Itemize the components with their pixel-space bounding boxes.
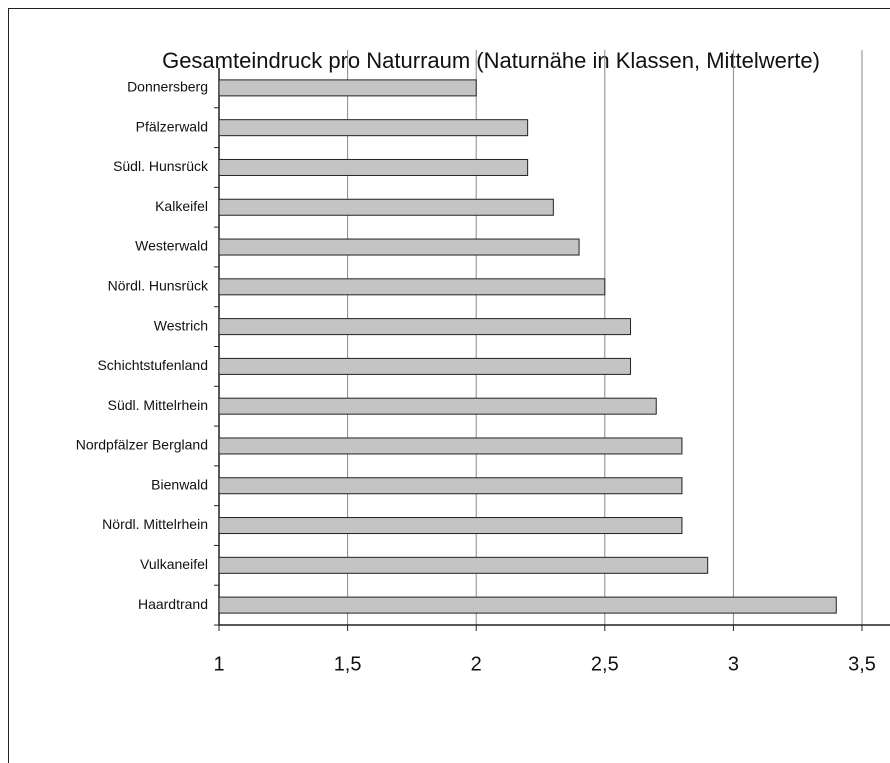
chart-title: Gesamteindruck pro Naturraum (Naturnähe … — [162, 48, 820, 73]
bar — [218, 397, 657, 415]
bar — [218, 278, 606, 296]
y-tick-label: Pfälzerwald — [136, 118, 208, 134]
x-tick-label: 1,5 — [334, 653, 362, 675]
y-tick-label: Kalkeifel — [155, 198, 208, 214]
y-tick-label: Westerwald — [135, 238, 208, 254]
y-tick-label: Nördl. Hunsrück — [108, 278, 209, 294]
bar — [218, 119, 529, 137]
x-tick-label: 3,5 — [848, 653, 876, 675]
x-tick-label: 3 — [728, 653, 739, 675]
y-tick-label: Donnersberg — [127, 79, 208, 95]
bar — [218, 357, 632, 375]
x-tick-label: 1 — [213, 653, 224, 675]
x-tick-label: 2,5 — [591, 653, 619, 675]
bar — [218, 517, 683, 535]
y-tick-label: Schichtstufenland — [97, 357, 208, 373]
y-tick-label: Südl. Mittelrhein — [108, 397, 208, 413]
bar — [218, 477, 683, 495]
bar — [218, 437, 683, 455]
y-tick-label: Nördl. Mittelrhein — [102, 516, 208, 532]
bar — [218, 596, 837, 614]
bar — [218, 158, 529, 176]
y-tick-label: Westrich — [154, 317, 208, 333]
y-tick-label: Haardtrand — [138, 596, 208, 612]
bar — [218, 318, 632, 336]
bar — [218, 198, 554, 216]
bar — [218, 556, 709, 574]
x-tick-label: 2 — [471, 653, 482, 675]
bar — [218, 238, 580, 256]
bar — [218, 79, 477, 97]
y-tick-label: Südl. Hunsrück — [113, 158, 209, 174]
y-tick-label: Bienwald — [151, 476, 208, 492]
y-tick-label: Nordpfälzer Bergland — [76, 437, 208, 453]
y-tick-label: Vulkaneifel — [140, 556, 208, 572]
